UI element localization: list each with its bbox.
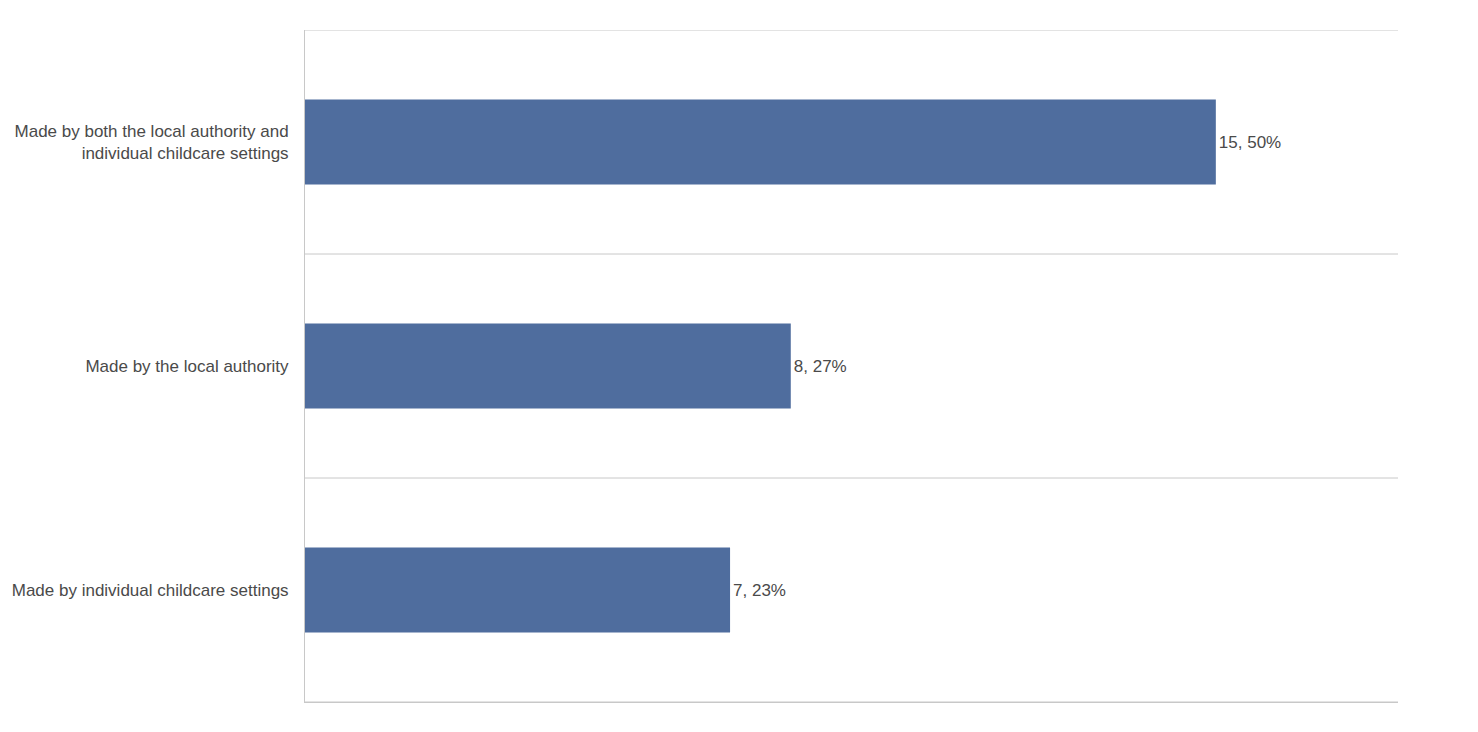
- svg-text:Made by both the local authori: Made by both the local authority andindi…: [15, 122, 289, 163]
- svg-text:Made by individual childcare s: Made by individual childcare settings: [12, 581, 289, 600]
- svg-text:7, 23%: 7, 23%: [733, 581, 786, 600]
- svg-text:15, 50%: 15, 50%: [1219, 133, 1281, 152]
- svg-text:8, 27%: 8, 27%: [794, 357, 847, 376]
- svg-text:Made by the local authority: Made by the local authority: [85, 357, 289, 376]
